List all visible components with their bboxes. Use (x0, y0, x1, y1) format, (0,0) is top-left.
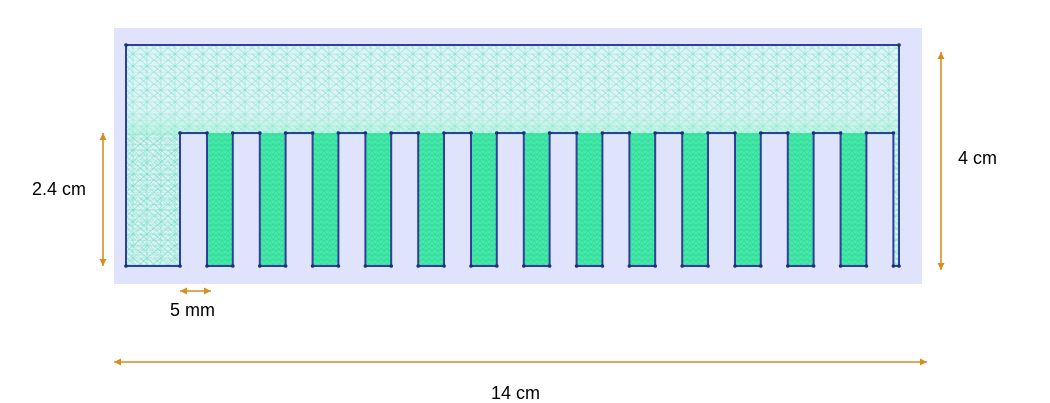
total-width-arrow-arrowhead (114, 358, 121, 366)
mesh-node (759, 264, 763, 268)
total-width-label: 14 cm (491, 383, 540, 403)
mesh-node (547, 264, 552, 268)
heat-sink-mesh (126, 45, 899, 266)
mesh-node (178, 131, 182, 135)
mesh-node (733, 264, 737, 268)
mesh-node (574, 131, 579, 135)
mesh-node (442, 264, 446, 268)
mesh-node (442, 131, 446, 135)
fin-mesh (471, 133, 497, 266)
total-height-arrow-arrowhead (937, 263, 945, 270)
mesh-node (600, 131, 605, 135)
total-width-arrow (114, 358, 927, 366)
fin-height-arrow-arrowhead (99, 259, 107, 266)
mesh-node (864, 264, 869, 268)
fin-height-arrow-arrowhead (99, 133, 107, 140)
mesh-node (522, 264, 526, 268)
mesh-node (706, 264, 710, 268)
mesh-node (124, 264, 128, 268)
fin-mesh (682, 133, 708, 266)
fin-mesh (312, 133, 339, 266)
total-width-arrow-arrowhead (920, 358, 927, 366)
mesh-node (363, 264, 368, 268)
total-height-label: 4 cm (958, 148, 997, 168)
mesh-node (547, 131, 552, 135)
mesh-node (811, 131, 816, 135)
fin-mesh (629, 133, 656, 266)
fin-mesh (576, 133, 603, 266)
mesh-node (680, 264, 684, 268)
fin-mesh (207, 133, 233, 266)
mesh-node (124, 43, 128, 47)
mesh-node (310, 264, 315, 268)
mesh-node (416, 264, 421, 268)
mesh-node (786, 131, 790, 135)
mesh-node (310, 131, 315, 135)
right-side-mesh (893, 133, 899, 266)
mesh-node (258, 131, 262, 135)
mesh-node (336, 131, 341, 135)
mesh-node (495, 131, 499, 135)
mesh-node (733, 131, 737, 135)
gap-width-label: 5 mm (170, 300, 215, 320)
fin-mesh (259, 133, 286, 266)
mesh-node (522, 131, 526, 135)
mesh-node (389, 131, 394, 135)
mesh-node (811, 264, 816, 268)
fin-mesh (787, 133, 814, 266)
fin-height-arrow (99, 133, 107, 266)
mesh-node (627, 131, 632, 135)
mesh-node (205, 131, 209, 135)
fin-height-label: 2.4 cm (32, 179, 86, 199)
mesh-node (469, 264, 473, 268)
mesh-node (231, 131, 235, 135)
dimension-annotations (99, 52, 945, 366)
mesh-node (363, 131, 368, 135)
fin-mesh (418, 133, 444, 266)
mesh-node (838, 264, 843, 268)
mesh-node (653, 131, 657, 135)
mesh-nodes (124, 43, 901, 268)
gap-width-arrow (180, 287, 211, 295)
mesh-node (653, 264, 657, 268)
mesh-node (891, 264, 896, 268)
mesh-node (838, 131, 843, 135)
fin-mesh (365, 133, 392, 266)
mesh-node (600, 264, 605, 268)
total-height-arrow (937, 52, 945, 270)
mesh-node (574, 264, 579, 268)
mesh-node (283, 264, 288, 268)
mesh-node (205, 264, 209, 268)
mesh-node (469, 131, 473, 135)
mesh-node (627, 264, 632, 268)
mesh-transition (126, 95, 899, 135)
mesh-node (389, 264, 394, 268)
mesh-node (178, 264, 182, 268)
mesh-node (231, 264, 235, 268)
mesh-node (864, 131, 869, 135)
total-height-arrow-arrowhead (937, 52, 945, 59)
mesh-node (897, 43, 901, 47)
mesh-node (680, 131, 684, 135)
fin-mesh (840, 133, 867, 266)
mesh-node (891, 131, 896, 135)
left-side-mesh (126, 133, 180, 266)
mesh-node (416, 131, 421, 135)
mesh-node (897, 264, 901, 268)
mesh-node (336, 264, 341, 268)
mesh-node (495, 264, 499, 268)
mesh-node (759, 131, 763, 135)
fin-mesh (523, 133, 550, 266)
mesh-node (283, 131, 288, 135)
mesh-node (706, 131, 710, 135)
gap-width-arrow-arrowhead (204, 287, 211, 295)
gap-width-arrow-arrowhead (180, 287, 187, 295)
fin-mesh (735, 133, 761, 266)
mesh-node (786, 264, 790, 268)
mesh-node (258, 264, 262, 268)
